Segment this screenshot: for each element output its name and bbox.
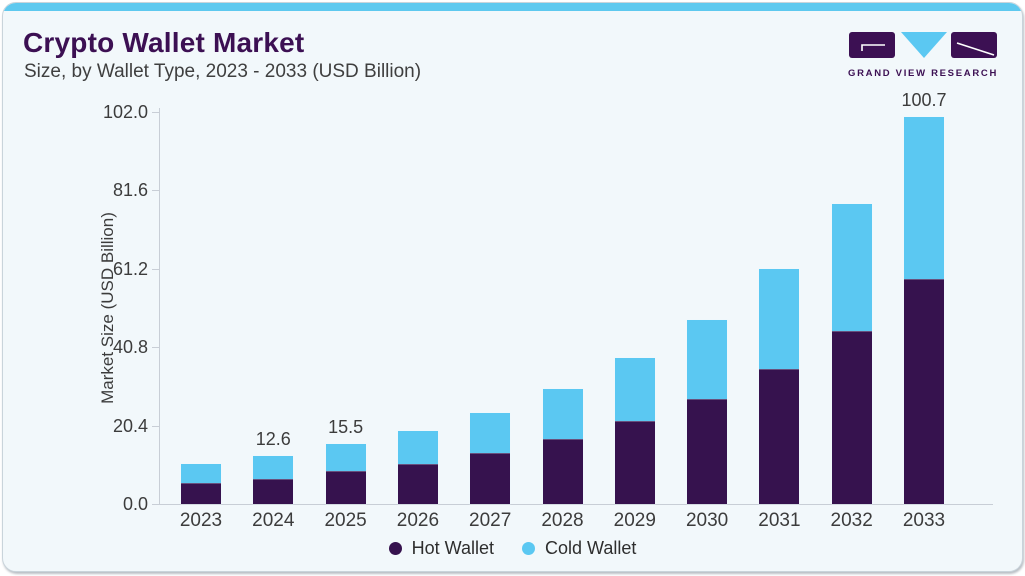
bar-2033-hot-wallet-segment: [904, 278, 944, 504]
bar-2027-hot-wallet-segment: [470, 453, 511, 504]
x-axis-label-2033: 2033: [902, 510, 946, 531]
y-axis-tick-label: 20.4: [112, 415, 148, 436]
y-axis-tick: [152, 190, 159, 192]
bar-2029-cold-wallet-segment: [614, 358, 655, 421]
total-data-label-2024: 12.6: [255, 428, 291, 449]
y-axis-tick-label: 0.0: [122, 494, 148, 514]
bar-2025-cold-wallet-segment: [325, 444, 366, 472]
total-data-label-2025: 15.5: [328, 417, 364, 438]
gvr-logo-mark: [849, 32, 997, 58]
top-accent-strip: [3, 3, 1022, 11]
bar-2023-cold-wallet-segment: [181, 464, 221, 483]
y-axis-tick: [152, 347, 159, 349]
legend: Hot Wallet Cold Wallet: [3, 538, 1022, 559]
bar-2023-hot-wallet-segment: [181, 482, 221, 504]
bar-2031-cold-wallet-segment: [759, 268, 800, 369]
x-axis-label-2026: 2026: [396, 510, 440, 531]
y-axis-tick: [152, 504, 159, 505]
y-axis-tick-label: 40.8: [112, 337, 148, 358]
logo-v-triangle: [901, 32, 947, 58]
y-axis-tick: [152, 425, 159, 427]
y-axis-tick: [152, 268, 159, 270]
page-title: Crypto Wallet Market: [23, 27, 305, 58]
bar-2028-hot-wallet-segment: [542, 438, 583, 504]
total-data-label-2033: 100.7: [901, 89, 947, 110]
legend-label-cold-wallet: Cold Wallet: [544, 538, 637, 558]
x-axis-label-2023: 2023: [179, 510, 223, 531]
y-axis-tick-label: 102.0: [102, 102, 148, 122]
bar-2026-cold-wallet-segment: [397, 430, 438, 465]
bar-2029-hot-wallet-segment: [614, 420, 655, 504]
x-axis-label-2032: 2032: [830, 510, 873, 531]
bar-2030-hot-wallet-segment: [687, 399, 728, 504]
bar-2033-cold-wallet-segment: [904, 116, 944, 279]
bar-2031-hot-wallet-segment: [759, 368, 800, 504]
x-axis-label-2024: 2024: [252, 510, 295, 531]
x-axis-label-2031: 2031: [758, 510, 801, 531]
bar-2024-cold-wallet-segment: [253, 455, 294, 479]
gvr-logo: GRAND VIEW RESEARCH: [848, 30, 998, 79]
bar-2024-hot-wallet-segment: [253, 478, 294, 504]
legend-item-cold-wallet: Cold Wallet: [521, 538, 637, 559]
bar-2030-cold-wallet-segment: [687, 319, 728, 400]
legend-label-hot-wallet: Hot Wallet: [411, 538, 494, 558]
y-axis-line: [159, 108, 160, 504]
x-axis-label-2027: 2027: [469, 510, 512, 531]
logo-g-glyph: [861, 44, 885, 51]
x-axis-label-2025: 2025: [324, 510, 367, 531]
page-subtitle: Size, by Wallet Type, 2023 - 2033 (USD B…: [24, 61, 422, 82]
legend-item-hot-wallet: Hot Wallet: [388, 538, 494, 559]
bar-2027-cold-wallet-segment: [470, 412, 511, 454]
y-axis-tick: [152, 112, 159, 113]
bar-2028-cold-wallet-segment: [542, 389, 583, 439]
bar-2025-hot-wallet-segment: [325, 471, 366, 504]
bar-2032-cold-wallet-segment: [831, 203, 872, 332]
x-axis-label-2028: 2028: [541, 510, 584, 531]
bar-2026-hot-wallet-segment: [397, 464, 438, 504]
legend-swatch-hot-wallet: [388, 542, 402, 555]
logo-r-glyph: [956, 42, 995, 56]
x-axis-label-2029: 2029: [613, 510, 656, 531]
y-axis-title: Market Size (USD Billion): [98, 212, 117, 404]
y-axis-tick-label: 61.2: [112, 258, 148, 279]
x-axis-line: [159, 504, 993, 505]
x-axis-label-2030: 2030: [685, 510, 729, 531]
y-axis-tick-label: 81.6: [112, 180, 148, 201]
bar-2032-hot-wallet-segment: [831, 331, 872, 504]
gvr-logo-text: GRAND VIEW RESEARCH: [848, 68, 999, 79]
legend-swatch-cold-wallet: [521, 542, 535, 555]
